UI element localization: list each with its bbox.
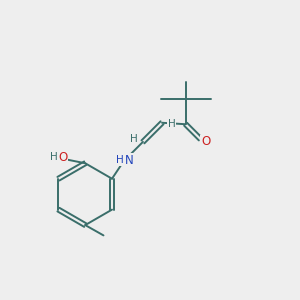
Text: H: H — [116, 155, 124, 166]
Text: N: N — [125, 154, 134, 167]
Text: H: H — [168, 119, 175, 129]
Text: O: O — [58, 151, 68, 164]
Text: H: H — [50, 152, 58, 162]
Text: O: O — [201, 135, 210, 148]
Text: H: H — [130, 134, 137, 144]
